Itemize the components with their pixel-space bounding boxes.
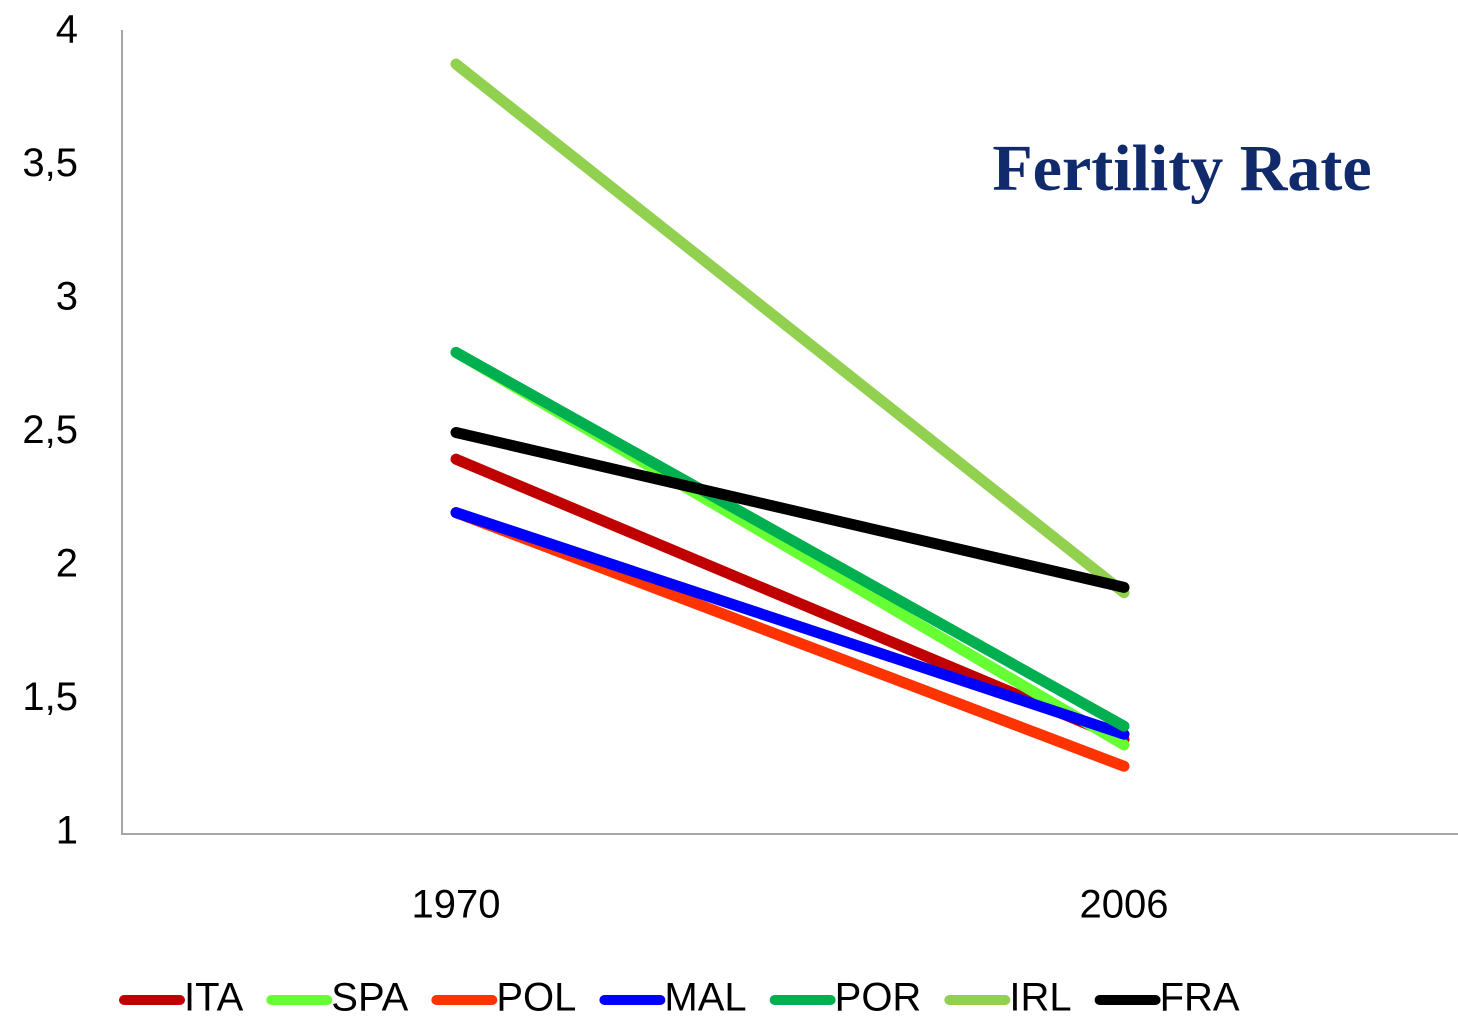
y-tick-label: 2,5 (22, 408, 78, 452)
y-tick-label: 3,5 (22, 141, 78, 185)
legend-label: POR (835, 976, 922, 1020)
series-line (450, 346, 1130, 732)
y-tick-label: 1,5 (22, 675, 78, 719)
series-line (450, 427, 1130, 593)
legend-label: IRL (1009, 976, 1071, 1020)
legend-label: SPA (331, 976, 408, 1020)
chart-title: Fertility Rate (992, 132, 1371, 205)
x-tick-label: 1970 (412, 883, 501, 927)
series-line (450, 58, 1130, 599)
y-tick-label: 2 (56, 542, 78, 586)
y-tick-label: 1 (56, 809, 78, 853)
series-line (450, 507, 1130, 740)
y-tick-label: 4 (56, 8, 78, 52)
legend-label: ITA (184, 976, 244, 1020)
y-tick-label: 3 (56, 275, 78, 319)
legend-label: MAL (664, 976, 746, 1020)
legend-label: POL (496, 976, 576, 1020)
x-tick-label: 2006 (1080, 883, 1169, 927)
legend-label: FRA (1160, 976, 1240, 1020)
